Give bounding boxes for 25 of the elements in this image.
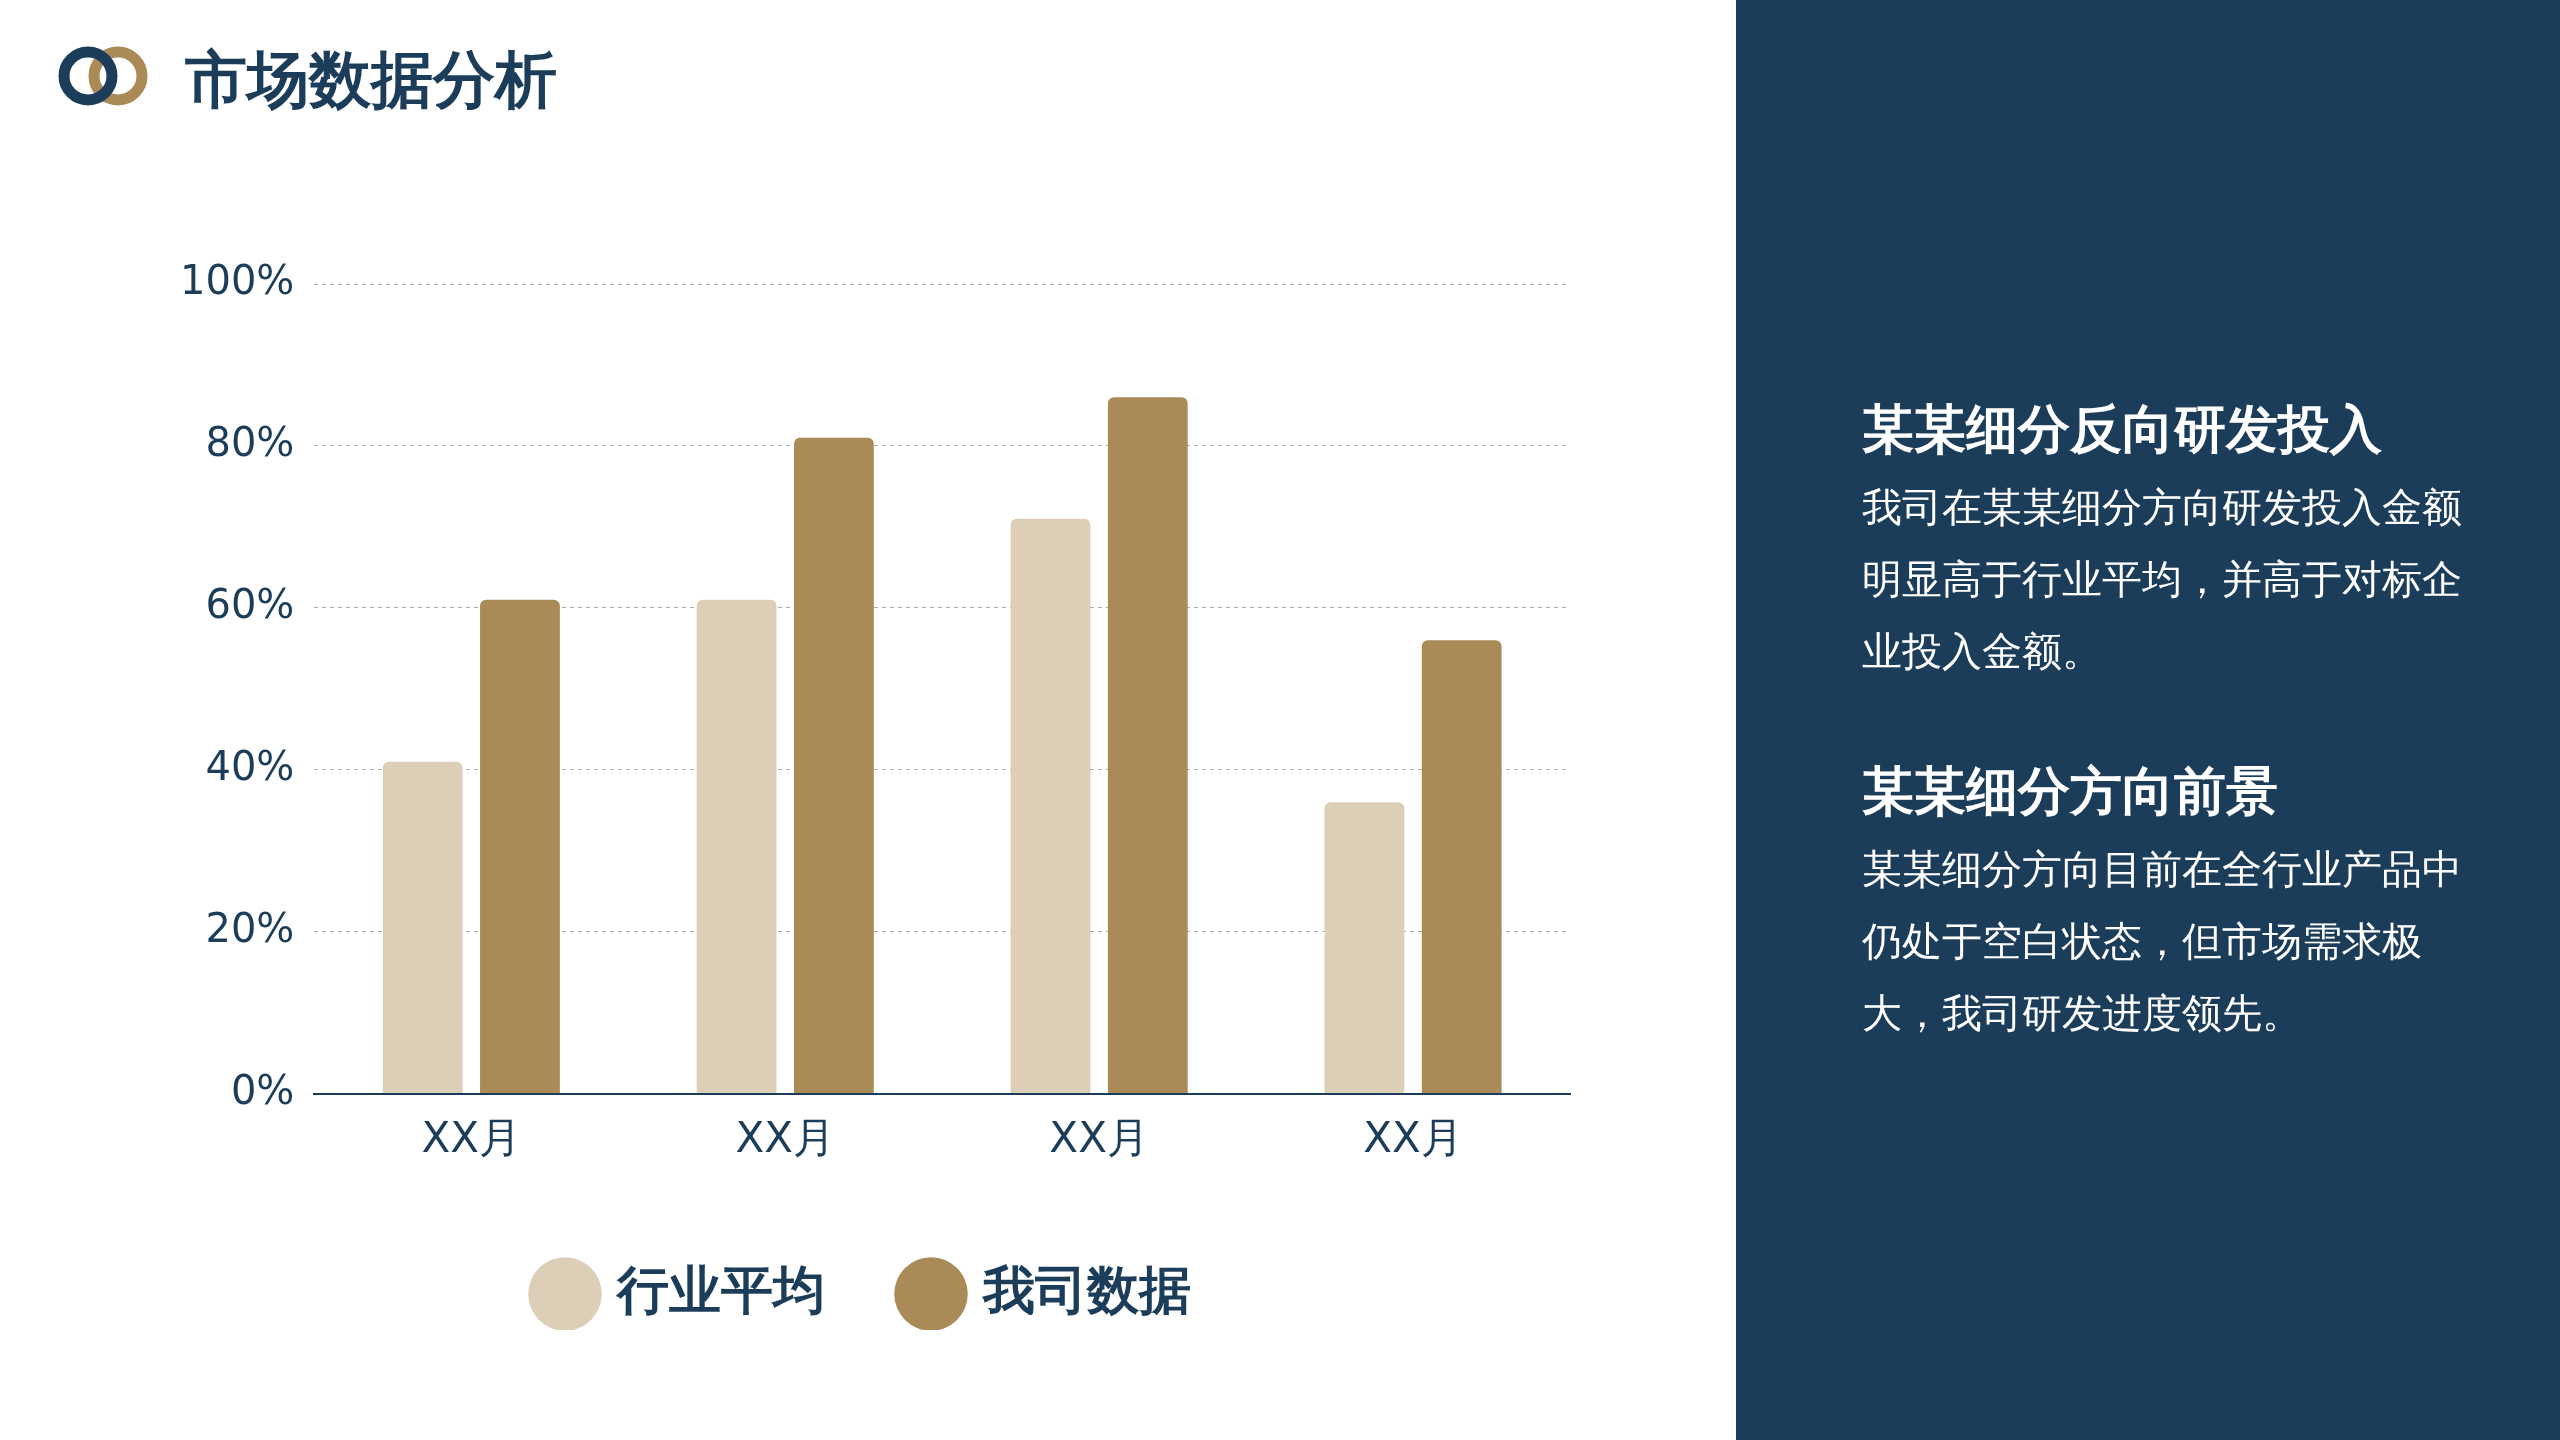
bar — [1010, 518, 1091, 1094]
text: 某某细分方向目前在全行业产品中仍处于空白状态，但市场需求极大，我司研发进度领先。 — [1862, 845, 2462, 1038]
y-tick-label: 20% — [205, 905, 295, 952]
y-tick-label: 40% — [205, 743, 295, 790]
y-tick-label: 60% — [205, 581, 295, 628]
y-tick-label: 0% — [230, 1066, 295, 1113]
legend-label: 行业平均 — [615, 1259, 825, 1320]
legend-label: 我司数据 — [981, 1259, 1191, 1320]
x-tick-label: XX月 — [735, 1112, 835, 1162]
bar — [1107, 397, 1188, 1094]
bar — [1421, 640, 1502, 1094]
bar — [793, 437, 874, 1094]
y-tick-label: 80% — [205, 419, 295, 466]
bar — [1324, 802, 1405, 1094]
bar — [480, 599, 560, 1094]
bar — [382, 761, 463, 1094]
bar — [696, 599, 777, 1094]
x-tick-label: XX月 — [1363, 1112, 1463, 1162]
x-tick-label: XX月 — [1049, 1112, 1149, 1162]
text: 我司在某某细分方向研发投入金额明显高于行业平均，并高于对标企业投入金额。 — [1862, 483, 2462, 676]
y-tick-label: 100% — [180, 257, 295, 304]
text: 某某细分方向前景 — [1862, 760, 2279, 823]
chart-title: 市场数据分析 — [185, 42, 557, 118]
text: 某某细分反向研发投入 — [1862, 398, 2383, 461]
x-tick-label: XX月 — [421, 1112, 522, 1162]
